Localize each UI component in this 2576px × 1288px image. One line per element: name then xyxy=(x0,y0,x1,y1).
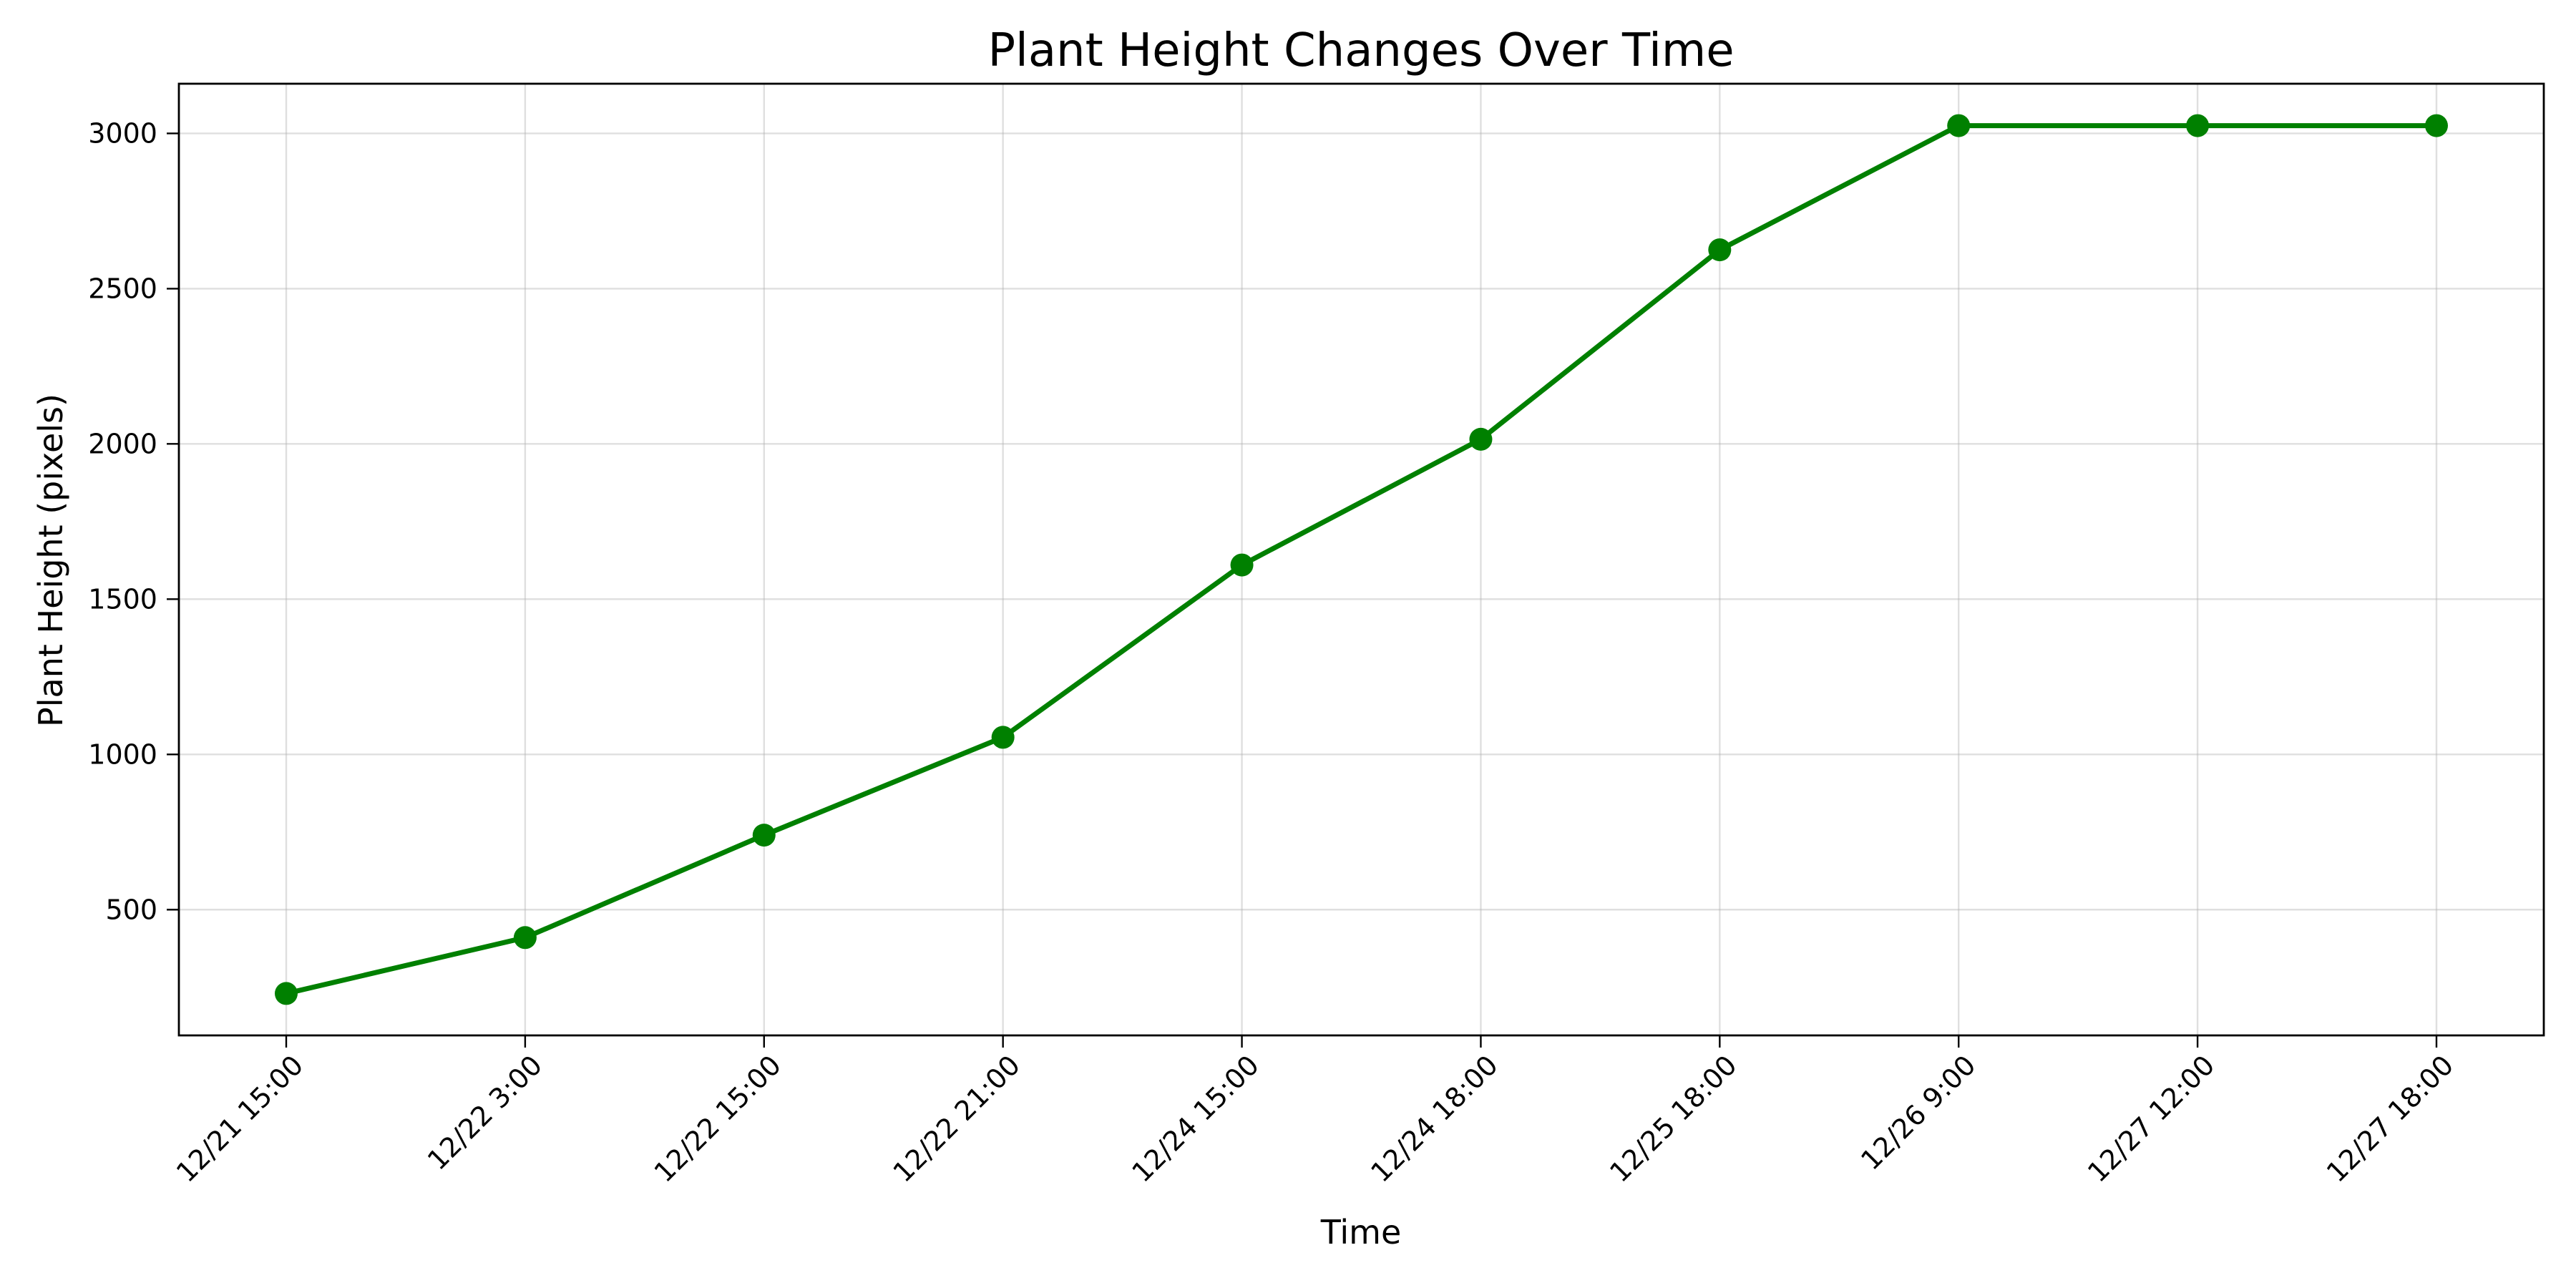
y-tick-label: 2500 xyxy=(88,273,157,304)
data-point xyxy=(2425,114,2448,137)
y-tick-label: 2000 xyxy=(88,428,157,459)
series-line xyxy=(283,123,2439,996)
data-point xyxy=(752,824,776,847)
data-point xyxy=(991,726,1015,749)
chart-title: Plant Height Changes Over Time xyxy=(987,24,1734,77)
data-point xyxy=(275,982,298,1005)
y-tick-label: 1000 xyxy=(88,738,157,770)
data-point xyxy=(1230,553,1254,577)
y-tick-label: 1500 xyxy=(88,583,157,615)
data-point xyxy=(1708,238,1732,262)
y-axis-label: Plant Height (pixels) xyxy=(31,394,70,727)
data-point-layer xyxy=(275,114,2448,1005)
data-point xyxy=(2186,114,2210,137)
x-axis-label: Time xyxy=(1320,1213,1402,1252)
series-line-layer xyxy=(283,123,2439,996)
plot-frame xyxy=(177,82,2545,1037)
y-tick-label: 500 xyxy=(105,894,157,925)
data-point xyxy=(513,926,537,950)
grid-layer xyxy=(179,84,2544,1035)
data-point xyxy=(1469,427,1493,451)
y-tick-label: 3000 xyxy=(88,117,157,149)
data-point xyxy=(1947,114,1971,137)
